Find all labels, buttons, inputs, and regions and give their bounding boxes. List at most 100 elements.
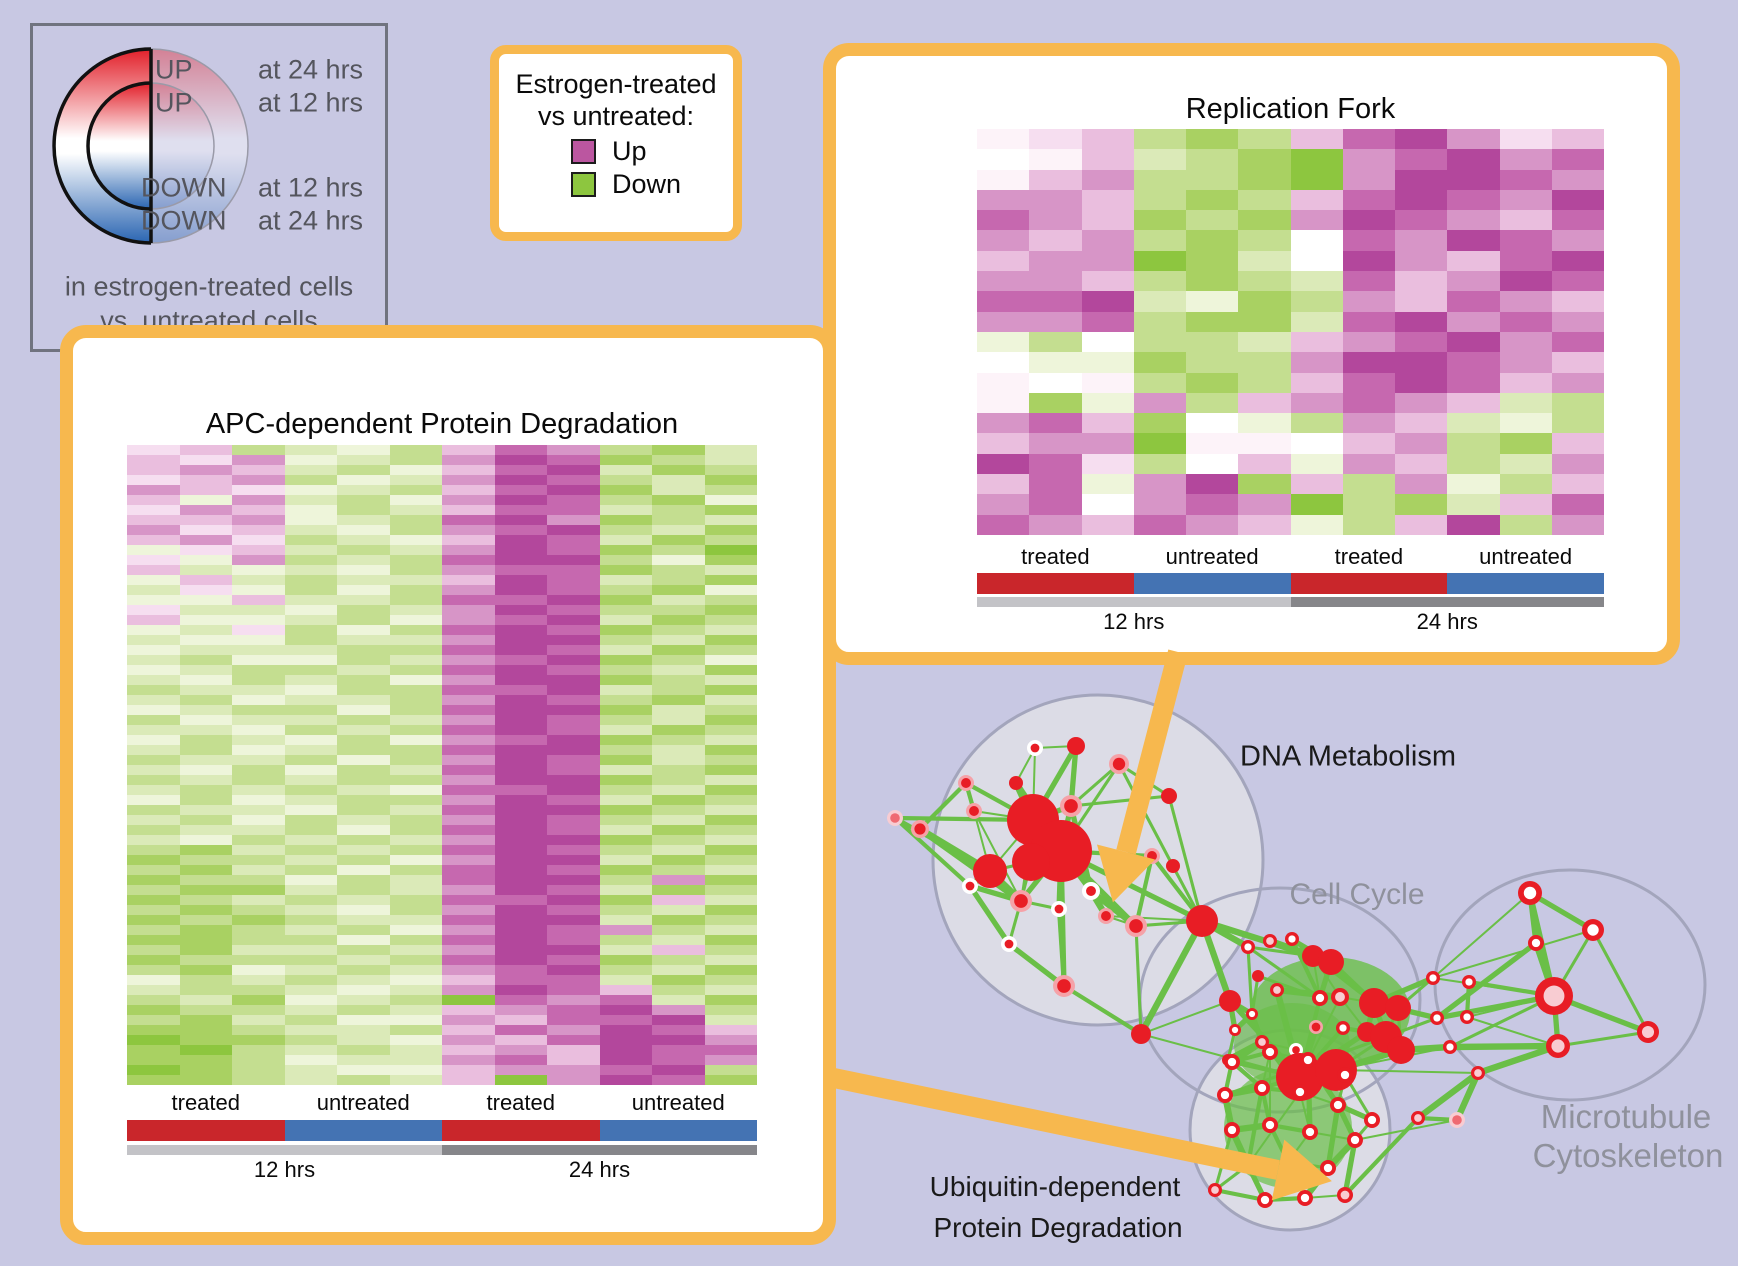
heatmap-row: [127, 795, 757, 805]
ring-label-down12: DOWN: [141, 172, 227, 203]
treatment-group-label: treated: [486, 1090, 556, 1115]
time-label: 12 hrs: [253, 1157, 316, 1182]
heatmap-row: [127, 525, 757, 535]
heatmap-row: [127, 695, 757, 705]
ring-label-t24: at 24 hrs: [258, 54, 364, 85]
heatmap-row: [977, 392, 1604, 414]
rf-time-bars: [977, 597, 1604, 607]
heatmap-row: [127, 1065, 757, 1075]
heatmap-row: [977, 250, 1604, 272]
heatmap-row: [127, 825, 757, 835]
down-color-swatch: [571, 172, 596, 197]
heatmap-row: [127, 615, 757, 625]
time-color-bar: [1290, 597, 1604, 607]
ring-label-up12: UP: [155, 87, 193, 118]
heatmap-row: [977, 230, 1604, 251]
apc-group-labels: treated untreated treated untreated: [127, 1090, 757, 1118]
apc-treatment-bars: [127, 1120, 757, 1141]
heatmap-row: [127, 895, 757, 905]
replication-fork-heatmap: [977, 129, 1604, 535]
heatmap-row: [127, 565, 757, 575]
cluster-label: Cell Cycle: [1289, 878, 1425, 911]
heatmap-row: [127, 605, 757, 615]
ring-footer-line1: in estrogen-treated cells: [64, 271, 354, 302]
heatmap-row: [127, 1015, 757, 1025]
cluster-label: Cytoskeleton: [1532, 1137, 1724, 1174]
treatment-color-bar: [1447, 573, 1604, 594]
ring-label-t24b: at 24 hrs: [258, 205, 364, 236]
heatmap-row: [127, 955, 757, 965]
treatment-group-label: treated: [1021, 544, 1090, 569]
time-color-bar: [442, 1145, 757, 1155]
heatmap-row: [977, 129, 1604, 150]
rf-time-labels: 12 hrs 24 hrs: [977, 609, 1604, 639]
heatmap-row: [127, 485, 757, 495]
heatmap-row: [977, 210, 1604, 231]
treatment-color-bar: [977, 573, 1134, 594]
heatmap-row: [127, 465, 757, 475]
down-label: Down: [612, 169, 682, 199]
heatmap-row: [127, 755, 757, 765]
heatmap-row: [127, 665, 757, 675]
cluster-label: DNA Metabolism: [1240, 740, 1456, 773]
heatmap-row: [127, 1025, 757, 1035]
treatment-group-label: untreated: [1479, 544, 1573, 569]
apc-time-labels: 12 hrs 24 hrs: [127, 1157, 757, 1187]
heatmap-row: [127, 845, 757, 855]
heatmap-row: [127, 905, 757, 915]
heatmap-row: [127, 1055, 757, 1065]
heatmap-row: [127, 645, 757, 655]
heatmap-row: [977, 514, 1604, 535]
heatmap-row: [127, 945, 757, 955]
time-label: 12 hrs: [1103, 609, 1165, 634]
treatment-group-label: untreated: [316, 1090, 410, 1115]
estrogen-legend-box: Estrogen-treated vs untreated: Up Down: [490, 45, 742, 241]
updown-ring-graphic: [52, 47, 249, 245]
heatmap-row: [127, 515, 757, 525]
cluster-label: Protein Degradation: [933, 1212, 1183, 1243]
treatment-color-bar: [442, 1120, 600, 1141]
heatmap-row: [127, 715, 757, 725]
heatmap-row: [127, 745, 757, 755]
heatmap-row: [127, 705, 757, 715]
ring-label-up24: UP: [155, 54, 193, 85]
replication-fork-title: Replication Fork: [1185, 93, 1396, 125]
heatmap-row: [127, 915, 757, 925]
apc-panel: APC-dependent Protein Degradation treate…: [60, 325, 836, 1245]
heatmap-row: [977, 291, 1604, 312]
rf-group-labels: treated untreated treated untreated: [977, 544, 1604, 572]
apc-time-bars: [127, 1145, 757, 1155]
heatmap-row: [127, 995, 757, 1005]
heatmap-row: [127, 985, 757, 995]
estrogen-legend-title: Estrogen-treated vs untreated:: [499, 68, 733, 132]
apc-heatmap: [127, 445, 757, 1085]
heatmap-row: [127, 925, 757, 935]
heatmap-row: [127, 765, 757, 775]
heatmap-row: [127, 685, 757, 695]
heatmap-row: [127, 675, 757, 685]
estrogen-title-line1: Estrogen-treated: [515, 69, 717, 99]
heatmap-row: [977, 433, 1604, 454]
cluster-label: Microtubule: [1540, 1098, 1712, 1135]
treatment-group-label: treated: [1334, 544, 1404, 569]
heatmap-row: [977, 271, 1604, 292]
heatmap-row: [127, 595, 757, 605]
treatment-color-bar: [599, 1120, 757, 1141]
time-label: 24 hrs: [568, 1157, 631, 1182]
heatmap-row: [977, 453, 1604, 475]
heatmap-row: [977, 413, 1604, 434]
heatmap-row: [977, 352, 1604, 373]
ring-label-down24: DOWN: [141, 205, 227, 236]
heatmap-row: [127, 975, 757, 985]
heatmap-row: [127, 575, 757, 585]
ring-legend-box: UP at 24 hrs UP at 12 hrs DOWN at 12 hrs…: [30, 23, 388, 352]
heatmap-row: [977, 169, 1604, 190]
heatmap-row: [977, 474, 1604, 495]
legend-item-up: Up: [571, 136, 733, 166]
heatmap-row: [127, 495, 757, 505]
heatmap-row: [127, 775, 757, 785]
heatmap-row: [127, 545, 757, 555]
heatmap-row: [127, 1035, 757, 1045]
heatmap-row: [977, 149, 1604, 170]
heatmap-row: [127, 735, 757, 745]
